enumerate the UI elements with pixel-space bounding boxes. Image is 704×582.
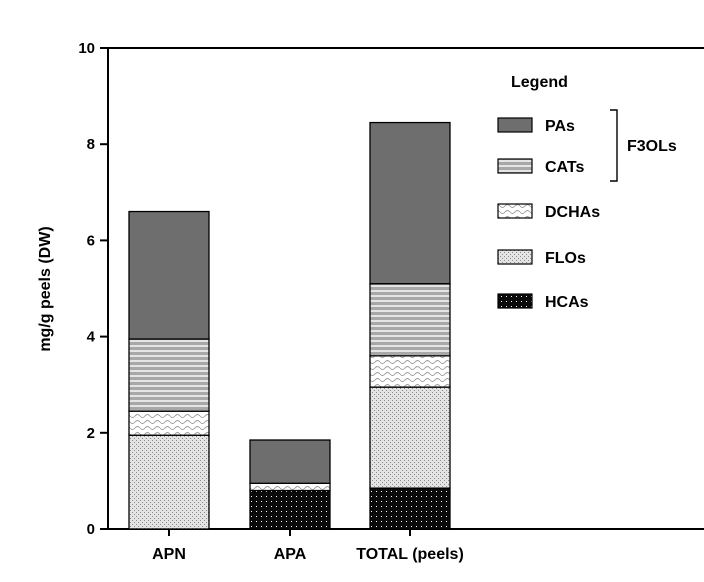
bar-segment-apn-pas bbox=[128, 210, 210, 340]
legend-label-cats: CATs bbox=[545, 159, 585, 176]
bar-segment-total-peels-pas bbox=[369, 121, 451, 285]
legend-label-flos: FLOs bbox=[545, 250, 586, 267]
bar-segment-apa-pas bbox=[249, 439, 331, 484]
y-axis-label: mg/g peels (DW) bbox=[37, 226, 54, 351]
x-tick-label-apn: APN bbox=[152, 546, 186, 563]
bar-segment-total-peels-cats bbox=[369, 283, 451, 357]
legend-items: PAs CATs DCHAs FLOs HCAs bbox=[497, 117, 600, 311]
x-tick-labels: APN APA TOTAL (peels) bbox=[152, 529, 464, 563]
legend-group-label: F3OLs bbox=[627, 138, 677, 155]
legend-label-pas: PAs bbox=[545, 118, 575, 135]
legend-label-hcas: HCAs bbox=[545, 294, 589, 311]
y-tick-label: 2 bbox=[87, 425, 95, 442]
legend-swatch-cats bbox=[497, 158, 533, 174]
bar-segment-apn-flos bbox=[128, 434, 210, 530]
bar-segment-apa-hcas bbox=[249, 489, 331, 530]
legend-swatch-hcas bbox=[497, 293, 533, 309]
bars bbox=[128, 121, 451, 530]
legend-label-dchas: DCHAs bbox=[545, 204, 600, 221]
x-tick-label-total-peels: TOTAL (peels) bbox=[356, 546, 464, 563]
x-tick-label-apa: APA bbox=[274, 546, 307, 563]
bar-segment-total-peels-dchas bbox=[369, 355, 451, 388]
y-tick-label: 10 bbox=[78, 40, 95, 57]
bar-segment-apa-dchas bbox=[249, 482, 331, 492]
y-tick-label: 6 bbox=[87, 232, 95, 249]
legend-title: Legend bbox=[511, 74, 568, 91]
bar-segment-apn-dchas bbox=[128, 410, 210, 436]
y-tick-label: 0 bbox=[87, 521, 95, 538]
bar-segment-total-peels-hcas bbox=[369, 487, 451, 530]
bar-segment-total-peels-flos bbox=[369, 386, 451, 489]
bar-segment-apn-cats bbox=[128, 338, 210, 412]
y-tick-label: 8 bbox=[87, 136, 95, 153]
y-ticks: 0 2 4 6 8 10 bbox=[78, 40, 108, 538]
legend-swatch-dchas bbox=[497, 203, 533, 219]
y-tick-label: 4 bbox=[87, 329, 96, 346]
legend-group-bracket bbox=[610, 109, 618, 182]
legend: Legend PAs CATs DCHAs FLOs HCAs F3OLs bbox=[497, 74, 677, 311]
legend-swatch-pas bbox=[497, 117, 533, 133]
legend-swatch-flos bbox=[497, 249, 533, 265]
